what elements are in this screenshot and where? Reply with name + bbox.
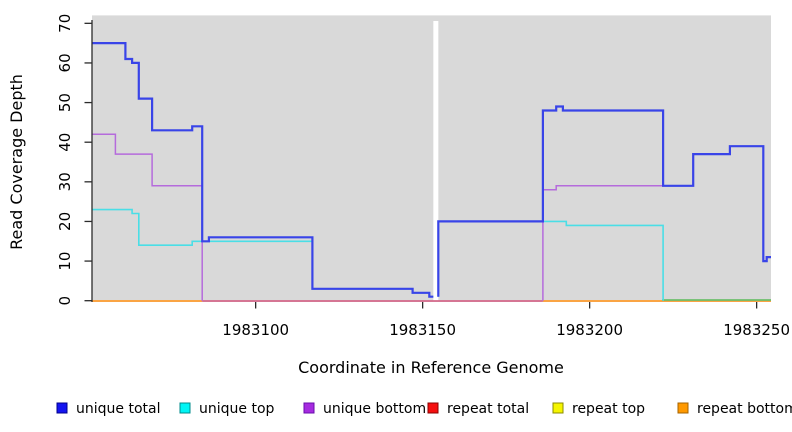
legend-label: unique total: [76, 401, 160, 417]
chart-layers: 0 10 20 30 40 50 60 70 1983100 1983150 1983200 1983…: [56, 14, 790, 339]
x-tick-label: 1983150: [389, 321, 456, 339]
y-tick-label: 60: [56, 53, 74, 72]
y-tick-label: 40: [56, 133, 74, 152]
y-tick-label: 30: [56, 172, 74, 191]
legend-swatch-repeat-top: [552, 402, 564, 414]
legend-label: repeat total: [447, 401, 529, 417]
legend-label: unique bottom: [323, 401, 426, 417]
x-tick-label: 1983200: [556, 321, 623, 339]
legend-item-unique-bottom: unique bottom: [303, 401, 426, 417]
legend-label: unique top: [199, 401, 275, 417]
y-tick-label: 70: [56, 14, 74, 33]
no-data-gap: [433, 21, 439, 301]
x-axis-title: Coordinate in Reference Genome: [298, 358, 564, 377]
y-tick-label: 20: [56, 212, 74, 231]
chart-legend: unique total unique top unique bottom repea…: [56, 401, 792, 417]
legend-swatch-unique-bottom: [303, 402, 315, 414]
legend-swatch-unique-top: [179, 402, 191, 414]
legend-item-unique-top: unique top: [179, 401, 275, 417]
legend-label: repeat top: [572, 401, 645, 417]
y-tick-label: 50: [56, 93, 74, 112]
x-tick-label: 1983250: [723, 321, 790, 339]
x-tick-label: 1983100: [222, 321, 289, 339]
legend-swatch-repeat-bottom: [677, 402, 689, 414]
plot-background: [92, 15, 771, 303]
legend-label: repeat bottom: [697, 401, 792, 417]
legend-item-repeat-bottom: repeat bottom: [677, 401, 792, 417]
series-line-unique-total-seg1: [437, 105, 771, 297]
legend-item-unique-total: unique total: [56, 401, 160, 417]
legend-item-repeat-top: repeat top: [552, 401, 645, 417]
y-tick-label: 0: [56, 296, 74, 306]
y-tick-label: 10: [56, 252, 74, 271]
legend-item-repeat-total: repeat total: [427, 401, 529, 417]
legend-swatch-unique-total: [56, 402, 68, 414]
y-axis-title: Read Coverage Depth: [7, 74, 26, 250]
series-line-unique-total-seg0: [92, 42, 434, 298]
legend-swatch-repeat-total: [427, 402, 439, 414]
